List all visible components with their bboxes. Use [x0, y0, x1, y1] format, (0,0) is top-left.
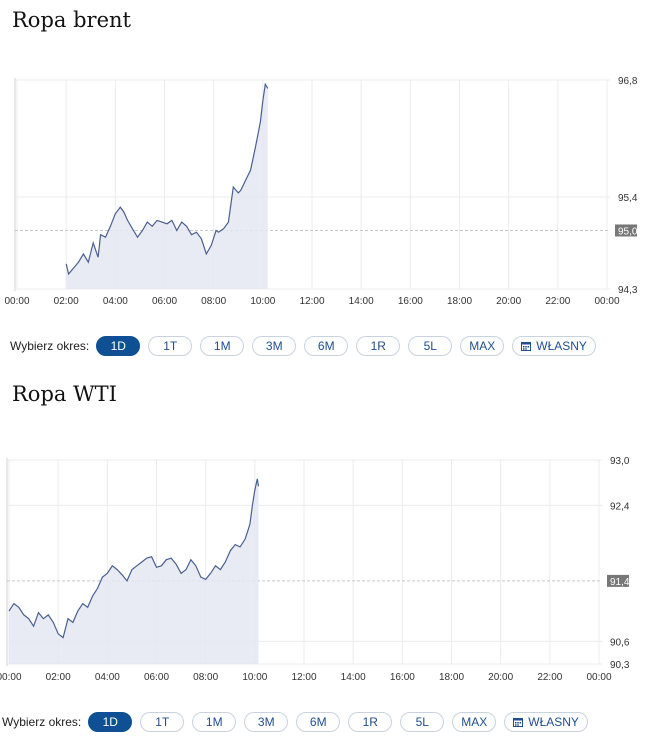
x-tick-label: 02:00: [46, 672, 71, 683]
current-price-tag: [615, 224, 637, 237]
x-tick-label: 10:00: [242, 672, 267, 683]
period-button-5l[interactable]: 5L: [408, 336, 453, 356]
current-price-label: 91,4: [610, 577, 630, 588]
x-tick-label: 00:00: [4, 296, 29, 307]
y-tick-label: 92,4: [610, 501, 630, 512]
calendar-icon: [521, 342, 532, 351]
x-tick-label: 00:00: [594, 296, 619, 307]
period-button-1t[interactable]: 1T: [140, 712, 185, 732]
series-area: [66, 84, 268, 289]
period-button-1d[interactable]: 1D: [96, 336, 141, 356]
period-label: Wybierz okres:: [2, 715, 82, 729]
period-button-max[interactable]: MAX: [452, 712, 497, 732]
x-tick-label: 06:00: [144, 672, 169, 683]
current-price-tag: [607, 574, 629, 587]
period-selector: Wybierz okres: 1D 1T 1M 3M 6M 1R 5L MAX …: [10, 336, 604, 356]
period-button-max[interactable]: MAX: [460, 336, 505, 356]
y-tick-label: 95,4: [618, 193, 638, 204]
period-button-1m[interactable]: 1M: [200, 336, 245, 356]
period-button-custom[interactable]: WŁASNY: [512, 336, 596, 356]
x-tick-label: 14:00: [341, 672, 366, 683]
y-tick-label: 96,8: [618, 76, 638, 87]
x-tick-label: 04:00: [95, 672, 120, 683]
calendar-icon: [513, 718, 524, 727]
y-tick-label: 90,6: [610, 637, 630, 648]
period-button-5l[interactable]: 5L: [400, 712, 445, 732]
custom-period-label: WŁASNY: [536, 339, 587, 353]
x-tick-label: 08:00: [201, 296, 226, 307]
period-button-6m[interactable]: 6M: [296, 712, 341, 732]
x-tick-label: 06:00: [152, 296, 177, 307]
x-tick-label: 12:00: [291, 672, 316, 683]
x-tick-label: 00:00: [0, 672, 22, 683]
period-button-1r[interactable]: 1R: [356, 336, 401, 356]
period-button-3m[interactable]: 3M: [252, 336, 297, 356]
series-area: [9, 478, 259, 664]
x-tick-label: 16:00: [390, 672, 415, 683]
chart-title: Ropa brent: [12, 8, 131, 32]
x-tick-label: 18:00: [447, 296, 472, 307]
series-line: [8, 478, 260, 639]
period-button-3m[interactable]: 3M: [244, 712, 289, 732]
y-tick-label: 94,3: [618, 285, 638, 296]
x-tick-label: 22:00: [545, 296, 570, 307]
y-tick-label: 90,3: [610, 660, 630, 671]
x-tick-label: 10:00: [250, 296, 275, 307]
x-tick-label: 12:00: [299, 296, 324, 307]
x-tick-label: 20:00: [496, 296, 521, 307]
period-selector: Wybierz okres: 1D 1T 1M 3M 6M 1R 5L MAX …: [2, 712, 596, 732]
x-tick-label: 14:00: [349, 296, 374, 307]
period-button-1d[interactable]: 1D: [88, 712, 133, 732]
period-button-1m[interactable]: 1M: [192, 712, 237, 732]
x-tick-label: 22:00: [537, 672, 562, 683]
x-tick-label: 16:00: [398, 296, 423, 307]
x-tick-label: 20:00: [488, 672, 513, 683]
chart-title: Ropa WTI: [12, 382, 117, 406]
period-button-1r[interactable]: 1R: [348, 712, 393, 732]
custom-period-label: WŁASNY: [528, 715, 579, 729]
series-line: [65, 82, 269, 276]
period-button-6m[interactable]: 6M: [304, 336, 349, 356]
price-chart: 93,0 92,4 90,6 90,3 91,4 00:00 02:00 04:00 06:00…: [0, 456, 630, 683]
price-chart: 96,8 95,4 94,3 95,0 00:00 02:00 04:00 06:00 08:0…: [4, 76, 638, 307]
x-tick-label: 02:00: [54, 296, 79, 307]
period-button-1t[interactable]: 1T: [148, 336, 193, 356]
period-label: Wybierz okres:: [10, 339, 90, 353]
x-tick-label: 00:00: [586, 672, 611, 683]
current-price-label: 95,0: [618, 226, 638, 237]
y-tick-label: 93,0: [610, 456, 630, 467]
x-tick-label: 08:00: [193, 672, 218, 683]
x-tick-label: 04:00: [103, 296, 128, 307]
period-button-custom[interactable]: WŁASNY: [504, 712, 588, 732]
x-tick-label: 18:00: [439, 672, 464, 683]
